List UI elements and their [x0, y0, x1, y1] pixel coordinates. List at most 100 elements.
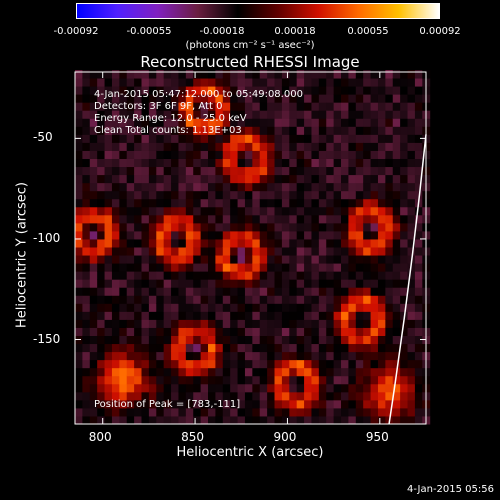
heatmap-cell — [400, 279, 409, 288]
heatmap-cell — [178, 222, 187, 232]
heatmap-cell — [82, 158, 91, 168]
heatmap-cell — [311, 102, 320, 111]
heatmap-cell — [163, 198, 172, 208]
heatmap-cell — [193, 158, 202, 168]
heatmap-cell — [377, 94, 386, 103]
heatmap-cell — [141, 230, 150, 240]
heatmap-cell — [119, 255, 128, 264]
heatmap-cell — [230, 351, 239, 361]
heatmap-cell — [244, 303, 253, 312]
heatmap-cell — [333, 391, 342, 401]
heatmap-cell — [304, 287, 312, 296]
heatmap-cell — [126, 319, 135, 328]
heatmap-cell — [222, 375, 231, 385]
heatmap-cell — [377, 206, 386, 216]
heatmap-cell — [97, 383, 106, 393]
heatmap-cell — [326, 69, 335, 79]
heatmap-cell — [171, 230, 179, 240]
heatmap-cell — [289, 415, 298, 425]
heatmap-cell — [355, 214, 364, 224]
heatmap-cell — [400, 407, 409, 417]
heatmap-cell — [333, 118, 342, 127]
heatmap-cell — [407, 206, 416, 216]
heatmap-cell — [111, 102, 120, 111]
heatmap-cell — [355, 335, 364, 345]
heatmap-cell — [171, 375, 179, 385]
heatmap-cell — [333, 126, 342, 135]
heatmap-cell — [348, 150, 357, 159]
heatmap-cell — [222, 327, 231, 336]
heatmap-cell — [267, 134, 276, 143]
heatmap-cell — [267, 86, 276, 95]
heatmap-cell — [296, 102, 305, 111]
heatmap-cell — [163, 335, 172, 345]
heatmap-cell — [414, 263, 423, 272]
heatmap-cell — [363, 69, 372, 79]
heatmap-cell — [111, 230, 120, 240]
heatmap-cell — [171, 238, 179, 248]
heatmap-cell — [341, 182, 349, 192]
heatmap-cell — [348, 118, 357, 127]
heatmap-cell — [274, 118, 283, 127]
heatmap-cell — [215, 351, 224, 361]
heatmap-cell — [326, 271, 335, 280]
heatmap-cell — [414, 158, 423, 168]
heatmap-cell — [414, 69, 423, 79]
heatmap-cell — [215, 86, 224, 95]
heatmap-cell — [222, 279, 231, 288]
heatmap-cell — [289, 407, 298, 417]
heatmap-cell — [296, 367, 305, 377]
heatmap-cell — [119, 271, 128, 280]
heatmap-cell — [230, 383, 239, 393]
heatmap-cell — [75, 319, 83, 328]
heatmap-cell — [75, 238, 83, 248]
heatmap-cell — [111, 383, 120, 393]
heatmap-cell — [355, 102, 364, 111]
heatmap-cell — [252, 142, 261, 151]
heatmap-cell — [333, 359, 342, 369]
heatmap-cell — [215, 134, 224, 143]
heatmap-cell — [348, 158, 357, 168]
heatmap-cell — [111, 359, 120, 369]
heatmap-cell — [333, 78, 342, 87]
heatmap-cell — [148, 343, 157, 353]
heatmap-cell — [178, 102, 187, 111]
heatmap-cell — [185, 271, 194, 280]
heatmap-cell — [400, 190, 409, 200]
heatmap-cell — [252, 110, 261, 119]
heatmap-cell — [370, 351, 379, 361]
heatmap-cell — [141, 383, 150, 393]
heatmap-cell — [348, 335, 357, 345]
heatmap-cell — [82, 391, 91, 401]
heatmap-cell — [193, 222, 202, 232]
heatmap-cell — [222, 78, 231, 87]
heatmap-cell — [230, 359, 239, 369]
heatmap-cell — [222, 166, 231, 176]
heatmap-cell — [377, 287, 386, 296]
heatmap-cell — [267, 327, 276, 336]
heatmap-cell — [163, 102, 172, 111]
heatmap-cell — [289, 327, 298, 336]
heatmap-cell — [392, 118, 401, 127]
heatmap-cell — [141, 238, 150, 248]
heatmap-cell — [363, 118, 372, 127]
heatmap-cell — [407, 190, 416, 200]
heatmap-cell — [193, 287, 202, 296]
heatmap-cell — [326, 190, 335, 200]
heatmap-cell — [281, 351, 290, 361]
heatmap-cell — [178, 391, 187, 401]
heatmap-cell — [311, 158, 320, 168]
heatmap-cell — [82, 166, 91, 176]
heatmap-cell — [385, 222, 394, 232]
heatmap-cell — [75, 359, 83, 369]
heatmap-cell — [392, 263, 401, 272]
heatmap-cell — [326, 415, 335, 425]
heatmap-cell — [259, 327, 268, 336]
heatmap-cell — [104, 182, 113, 192]
heatmap-cell — [363, 86, 372, 95]
heatmap-cell — [134, 166, 143, 176]
heatmap-cell — [75, 271, 83, 280]
heatmap-cell — [289, 271, 298, 280]
heatmap-cell — [163, 78, 172, 87]
heatmap-cell — [289, 375, 298, 385]
